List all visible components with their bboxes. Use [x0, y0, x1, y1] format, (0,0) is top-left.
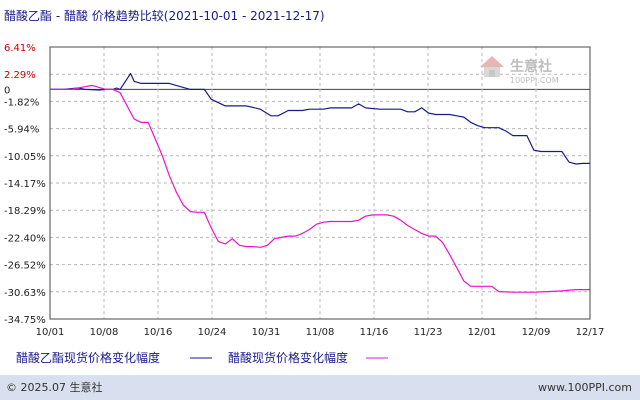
x-tick-label: 10/01 [36, 327, 65, 338]
x-tick-label: 11/16 [360, 327, 389, 338]
legend: 醋酸乙酯现货价格变化幅度 醋酸现货价格变化幅度 [16, 350, 388, 365]
house-icon [480, 56, 504, 77]
y-tick-label: -10.05% [4, 152, 46, 163]
x-axis-ticks: 10/01 10/08 10/16 10/24 10/31 11/08 11/16 11/23… [36, 327, 605, 338]
y-tick-label: 6.41% [4, 43, 36, 54]
series-line-acetic-acid [50, 84, 590, 293]
logo-sub: 100PPI.COM [510, 76, 559, 85]
y-tick-label: -5.94% [4, 125, 39, 136]
y-tick-label: -1.82% [4, 97, 39, 108]
x-tick-label: 12/17 [576, 327, 605, 338]
y-tick-label: -14.17% [4, 179, 46, 190]
x-tick-label: 10/08 [90, 327, 119, 338]
y-tick-label: -26.52% [4, 261, 46, 272]
chart-title: 醋酸乙酯 - 醋酸 价格趋势比较(2021-10-01 - 2021-12-17… [4, 8, 325, 23]
series-lines [50, 72, 590, 293]
footer-bar [0, 375, 640, 400]
legend-label-acetic-acid: 醋酸现货价格变化幅度 [228, 350, 348, 365]
x-tick-label: 10/24 [198, 327, 227, 338]
x-tick-label: 11/08 [306, 327, 335, 338]
grid-lines [50, 46, 590, 320]
footer-url[interactable]: www.100PPI.com [538, 381, 632, 394]
x-tick-label: 10/16 [144, 327, 173, 338]
y-tick-label: 2.29% [4, 70, 36, 81]
watermark-logo: 生意社 100PPI.COM [480, 56, 559, 85]
legend-label-ethyl-acetate: 醋酸乙酯现货价格变化幅度 [16, 350, 160, 365]
x-tick-label: 12/09 [522, 327, 551, 338]
logo-name: 生意社 [510, 58, 552, 75]
x-tick-label: 10/31 [252, 327, 281, 338]
plot-frame [49, 46, 591, 320]
y-tick-label: -22.40% [4, 233, 46, 244]
series-line-ethyl-acetate [50, 72, 590, 165]
footer-copyright: © 2025.07 生意社 [6, 380, 102, 394]
y-tick-label: -18.29% [4, 206, 46, 217]
y-tick-label: 0 [4, 85, 10, 96]
x-tick-label: 11/23 [414, 327, 443, 338]
y-tick-label: -30.63% [4, 288, 46, 299]
x-tick-label: 12/01 [468, 327, 497, 338]
y-axis-ticks: 6.41% 2.29% 0-1.82% -5.94% -10.05% -14.17% -18… [4, 43, 46, 326]
y-tick-label: -34.75% [4, 315, 46, 326]
